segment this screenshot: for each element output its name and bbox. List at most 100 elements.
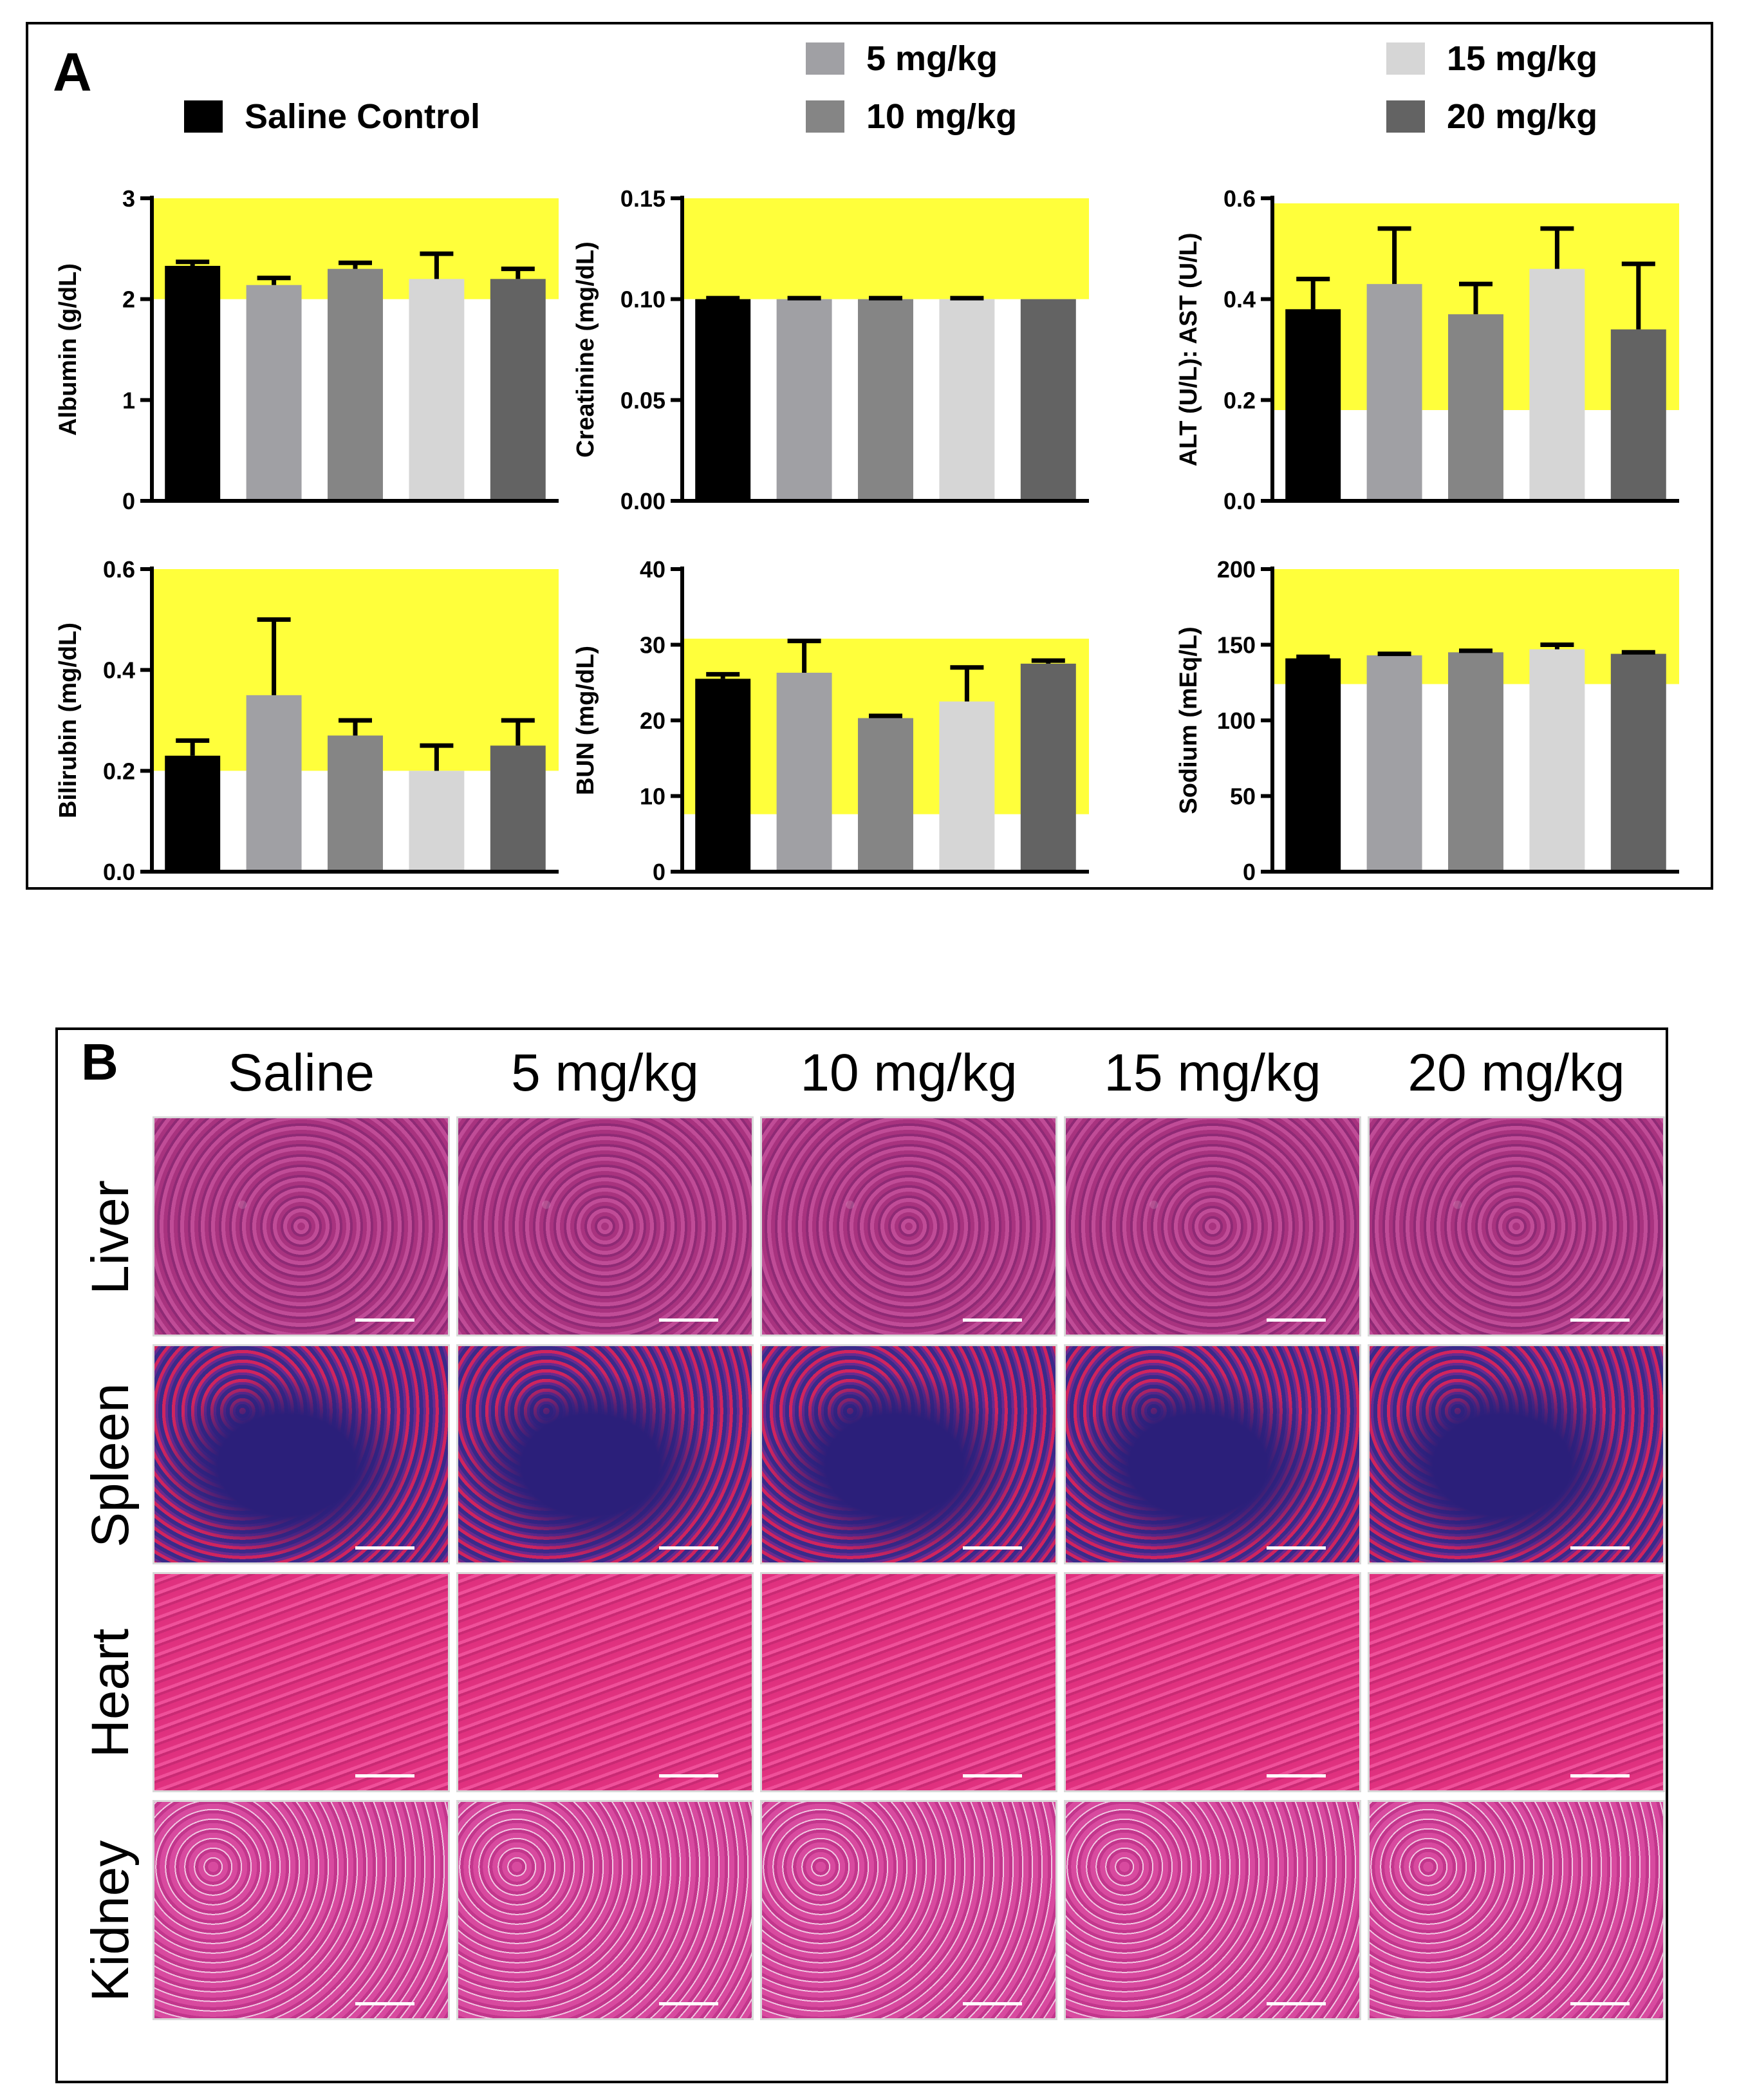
histology-tile	[456, 1800, 754, 2020]
bar	[1529, 649, 1585, 872]
y-tick-label: 0.15	[620, 185, 665, 212]
y-tick-label: 0.2	[1223, 387, 1256, 413]
y-axis-label: Creatinine (mg/dL)	[572, 241, 599, 458]
row-label-liver: Liver	[81, 1180, 140, 1295]
y-tick-label: 100	[1217, 708, 1256, 734]
histology-tile	[1368, 1572, 1665, 1792]
scale-bar	[1570, 1318, 1630, 1322]
bar	[1529, 268, 1585, 501]
histology-tile	[760, 1800, 1057, 2020]
scale-bar	[1570, 2002, 1630, 2005]
scale-bar	[659, 1774, 718, 1777]
y-tick-label: 0.2	[103, 758, 135, 784]
histology-tile	[456, 1344, 754, 1564]
bar	[409, 771, 465, 872]
y-tick-label: 0.00	[620, 488, 665, 514]
y-axis-label: Albumin (g/dL)	[55, 263, 82, 436]
scale-bar	[963, 1774, 1022, 1777]
y-tick-label: 30	[640, 632, 665, 659]
scale-bar	[1267, 2002, 1326, 2005]
column-label-10: 10 mg/kg	[800, 1044, 1018, 1102]
histology-tile	[1368, 1116, 1665, 1336]
scale-bar	[1267, 1318, 1326, 1322]
histology-tile	[1064, 1116, 1361, 1336]
column-label-15: 15 mg/kg	[1104, 1044, 1321, 1102]
bar	[1285, 309, 1341, 501]
y-tick-label: 0.0	[1223, 488, 1256, 514]
legend-label: 10 mg/kg	[866, 97, 1018, 136]
y-tick-label: 3	[122, 185, 135, 212]
histology-tile	[456, 1116, 754, 1336]
histology-tile	[1064, 1800, 1361, 2020]
bar	[1610, 329, 1666, 501]
scale-bar	[1570, 1774, 1630, 1777]
bar	[1285, 658, 1341, 872]
histology-tile	[456, 1572, 754, 1792]
scale-bar	[659, 1546, 718, 1550]
bar	[776, 672, 832, 872]
legend-item-5: 5 mg/kg	[806, 39, 998, 79]
histology-tile	[1064, 1344, 1361, 1564]
histology-tile	[153, 1116, 450, 1336]
bar	[409, 279, 465, 501]
column-label-5: 5 mg/kg	[511, 1044, 699, 1102]
bar	[1448, 652, 1503, 872]
y-tick-label: 20	[640, 708, 665, 734]
scale-bar	[355, 1318, 414, 1322]
bar	[1366, 284, 1422, 501]
bar	[490, 745, 546, 872]
row-label-heart: Heart	[81, 1628, 140, 1758]
bar	[246, 285, 302, 501]
histology-tile	[1368, 1800, 1665, 2020]
bar	[328, 268, 383, 501]
histology-tile	[153, 1344, 450, 1564]
y-axis-label: BUN (mg/dL)	[572, 646, 599, 795]
bar	[246, 695, 302, 872]
legend-item-20: 20 mg/kg	[1386, 97, 1597, 136]
bar	[695, 679, 751, 872]
y-tick-label: 40	[640, 556, 665, 583]
y-tick-label: 0.4	[1223, 286, 1256, 313]
row-label-kidney: Kidney	[81, 1840, 140, 2002]
y-tick-label: 0	[122, 488, 135, 514]
bar	[1020, 299, 1076, 501]
legend-swatch	[806, 42, 844, 75]
legend-swatch	[806, 100, 844, 133]
legend-label: 20 mg/kg	[1447, 97, 1598, 136]
scale-bar	[355, 1546, 414, 1550]
row-label-spleen: Spleen	[81, 1383, 140, 1548]
bar	[1366, 655, 1422, 872]
scale-bar	[659, 1318, 718, 1322]
histology-tile	[153, 1800, 450, 2020]
y-tick-label: 0.6	[103, 556, 135, 583]
y-axis-label: Bilirubin (mg/dL)	[55, 623, 82, 818]
scale-bar	[1267, 1774, 1326, 1777]
y-axis-label: ALT (U/L): AST (U/L)	[1175, 232, 1202, 466]
reference-band	[682, 198, 1089, 299]
y-tick-label: 0	[653, 859, 665, 885]
scale-bar	[659, 2002, 718, 2005]
scale-bar	[1570, 1546, 1630, 1550]
y-tick-label: 0.0	[103, 859, 135, 885]
bar	[165, 265, 221, 501]
histology-tile	[760, 1344, 1057, 1564]
histology-tile	[153, 1572, 450, 1792]
y-tick-label: 2	[122, 286, 135, 313]
histology-tile	[1368, 1344, 1665, 1564]
scale-bar	[1267, 1546, 1326, 1550]
bar	[1448, 314, 1503, 501]
legend-swatch	[1386, 100, 1425, 133]
scale-bar	[963, 2002, 1022, 2005]
histology-tile	[760, 1116, 1057, 1336]
panel-a-letter: A	[53, 42, 92, 102]
bar	[490, 279, 546, 501]
scale-bar	[963, 1546, 1022, 1550]
y-tick-label: 0.10	[620, 286, 665, 313]
bar	[858, 299, 913, 501]
legend-label: Saline Control	[245, 97, 481, 136]
bar	[1020, 663, 1076, 872]
legend-item-15: 15 mg/kg	[1386, 39, 1597, 79]
histology-tile	[760, 1572, 1057, 1792]
y-tick-label: 0.6	[1223, 185, 1256, 212]
